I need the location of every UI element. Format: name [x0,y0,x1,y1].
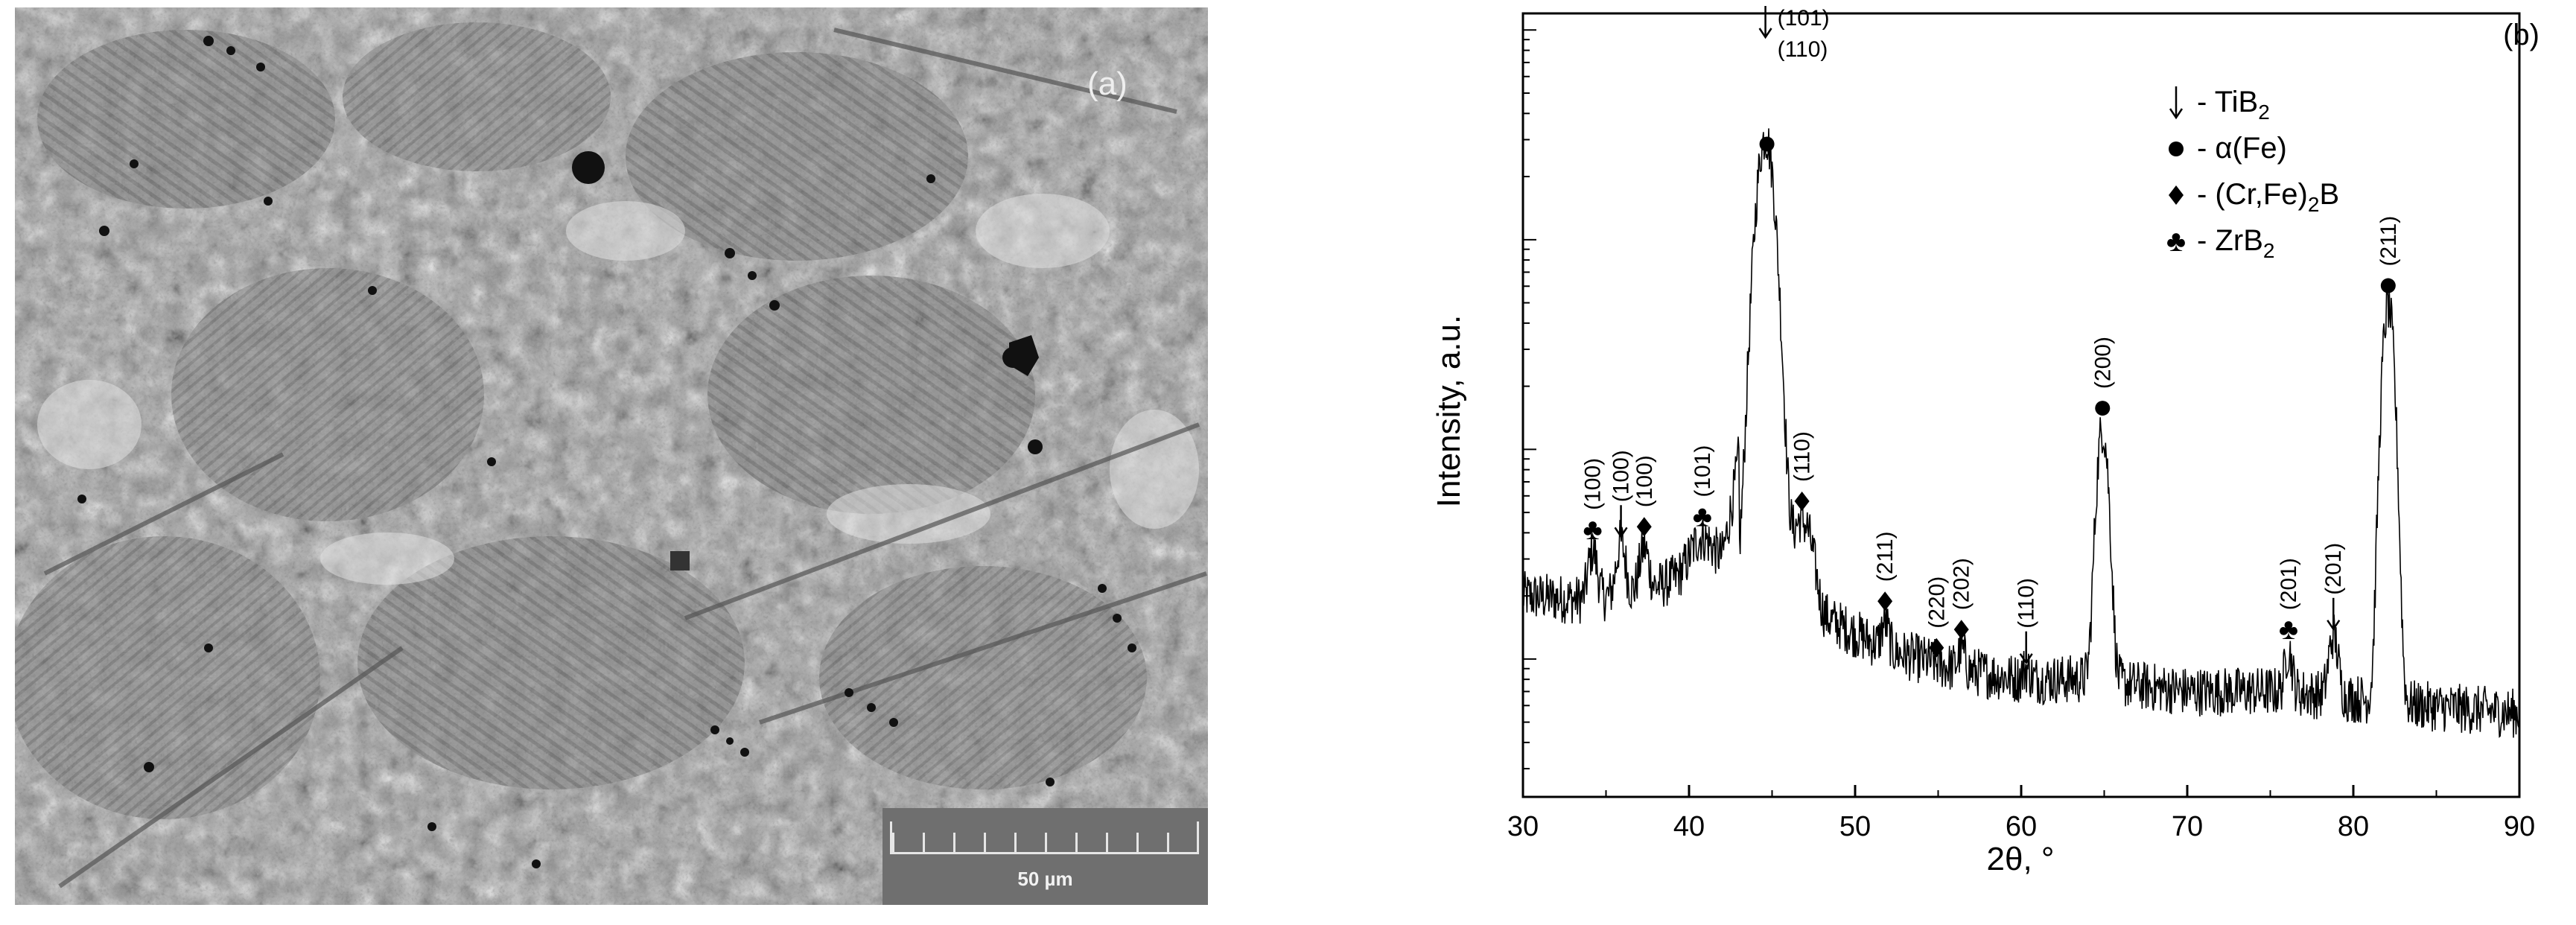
x-tick-label: 80 [2338,811,2369,842]
peak-hkl-label: (211) [1873,531,1898,582]
xrd-panel: (b) 30 40 50 60 70 80 90 ♣ (100) (100) (100) ♣ (101)… [1236,0,2576,921]
peak-hkl-label: (101) [1691,445,1715,498]
sem-micrograph: (a) 50 µm [15,7,1208,905]
peak-marker-zrb2: ♣ [1583,513,1603,546]
micrograph-panel-label: (a) [1087,66,1128,102]
x-tick-label: 90 [2504,811,2535,842]
legend-entry-label: - ZrB2 [2197,224,2274,262]
peak-hkl-label: (200) [2090,337,2115,389]
peak-hkl-label: (201) [2321,543,2346,595]
peak-hkl-label: (110) [1790,431,1815,482]
y-axis-label: Intensity, a.u. [1431,315,1467,507]
peak-hkl-label: (202) [1950,558,1974,610]
x-tick-label: 30 [1507,811,1539,842]
x-tick-label: 40 [1673,811,1705,842]
peak-hkl-label: (100) [1632,455,1657,507]
peak-hkl-label: (110) [1778,37,1828,62]
x-tick-label: 60 [2006,811,2037,842]
xrd-panel-label: (b) [2503,19,2540,51]
peak-hkl-label: (220) [1924,576,1949,629]
legend-entry-label: - α(Fe) [2197,132,2287,165]
peak-marker-fe [2380,278,2396,293]
scale-bar-ruler [890,821,1199,854]
x-tick-label: 70 [2172,811,2203,842]
peak-hkl-label: (110) [2014,578,2039,629]
scale-bar-label: 50 µm [1017,868,1073,890]
scale-bar: 50 µm [882,808,1208,905]
peak-hkl-label: (100) [1609,450,1634,502]
legend-marker-circle [2169,142,2184,156]
xrd-chart: (b) 30 40 50 60 70 80 90♣(100) (100)(100)♣(101)… [1431,6,2540,877]
peak-marker-tib2 [1614,527,1628,538]
legend-marker-club: ♣ [2166,225,2186,258]
legend-entry-label: - (Cr,Fe)2B [2197,178,2339,216]
peak-marker-crfe2b [1877,591,1893,611]
peak-hkl-label: (211) [2376,216,2401,267]
x-tick-label: 50 [1839,811,1871,842]
peak-marker-tib2 [2019,653,2033,665]
peak-marker-circle [1759,136,1775,152]
micrograph-image [15,7,1208,905]
peak-marker-zrb2: ♣ [2279,613,2298,646]
peak-marker-zrb2: ♣ [1693,500,1712,533]
x-axis-label: 2θ, ° [1987,841,2055,877]
xrd-pattern-line [1522,128,2520,738]
peak-hkl-label: (201) [2277,558,2301,610]
peak-marker-crfe2b [1953,620,1969,640]
legend-marker-arrow [2169,108,2184,120]
legend-entry-label: - TiB2 [2197,86,2270,124]
peak-marker-arrow [1758,28,1772,39]
peak-hkl-label: (100) [1581,458,1606,510]
peak-marker-fe [2095,401,2111,416]
peak-marker-crfe2b [1929,638,1944,658]
plot-area: 30 40 50 60 70 80 90♣(100) (100)(100)♣(101)(101… [1507,6,2535,842]
peak-marker-crfe2b [1636,517,1652,537]
peak-marker-tib2 [2327,620,2341,632]
legend-marker-diamond [2169,185,2184,205]
peak-marker-crfe2b [1794,491,1810,511]
peak-hkl-label: (101) [1778,6,1830,31]
